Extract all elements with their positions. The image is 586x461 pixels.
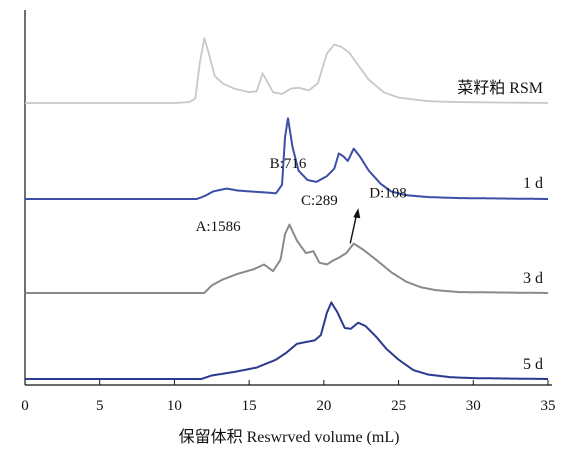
annotations: A:1586 B:716 C:289 D:108 xyxy=(196,156,407,244)
series-line-3 xyxy=(24,223,549,294)
x-tick-label: 0 xyxy=(21,398,29,414)
x-tick-label: 10 xyxy=(167,398,182,414)
x-tick-label: 25 xyxy=(391,398,406,414)
annotation-label: B:716 xyxy=(270,156,307,172)
x-ticks: 0 5 10 15 20 25 30 35 xyxy=(21,380,556,414)
x-tick-label: 15 xyxy=(242,398,257,414)
x-tick-label: 5 xyxy=(96,398,104,414)
x-axis-title: 保留体积 Reswrved volume (mL) xyxy=(179,428,400,446)
series-label-2: 1 d xyxy=(523,175,543,192)
series-line-1 xyxy=(24,37,549,104)
series-line-2 xyxy=(24,117,549,200)
x-tick-label: 30 xyxy=(466,398,481,414)
x-tick-label: 35 xyxy=(541,398,556,414)
annotation-label: A:1586 xyxy=(196,219,242,235)
series-label-4: 5 d xyxy=(523,356,543,373)
series-line-4 xyxy=(24,301,549,380)
axes xyxy=(24,10,552,386)
series-layer xyxy=(24,37,549,380)
series-labels: 菜籽粕 RSM 1 d 3 d 5 d xyxy=(457,79,543,373)
series-label-3: 3 d xyxy=(523,270,543,287)
annotation-label: D:108 xyxy=(369,185,407,201)
x-tick-label: 20 xyxy=(316,398,331,414)
annotation-arrowhead xyxy=(353,208,361,219)
series-label-1: 菜籽粕 RSM xyxy=(457,79,543,97)
annotation-label: C:289 xyxy=(301,193,338,209)
